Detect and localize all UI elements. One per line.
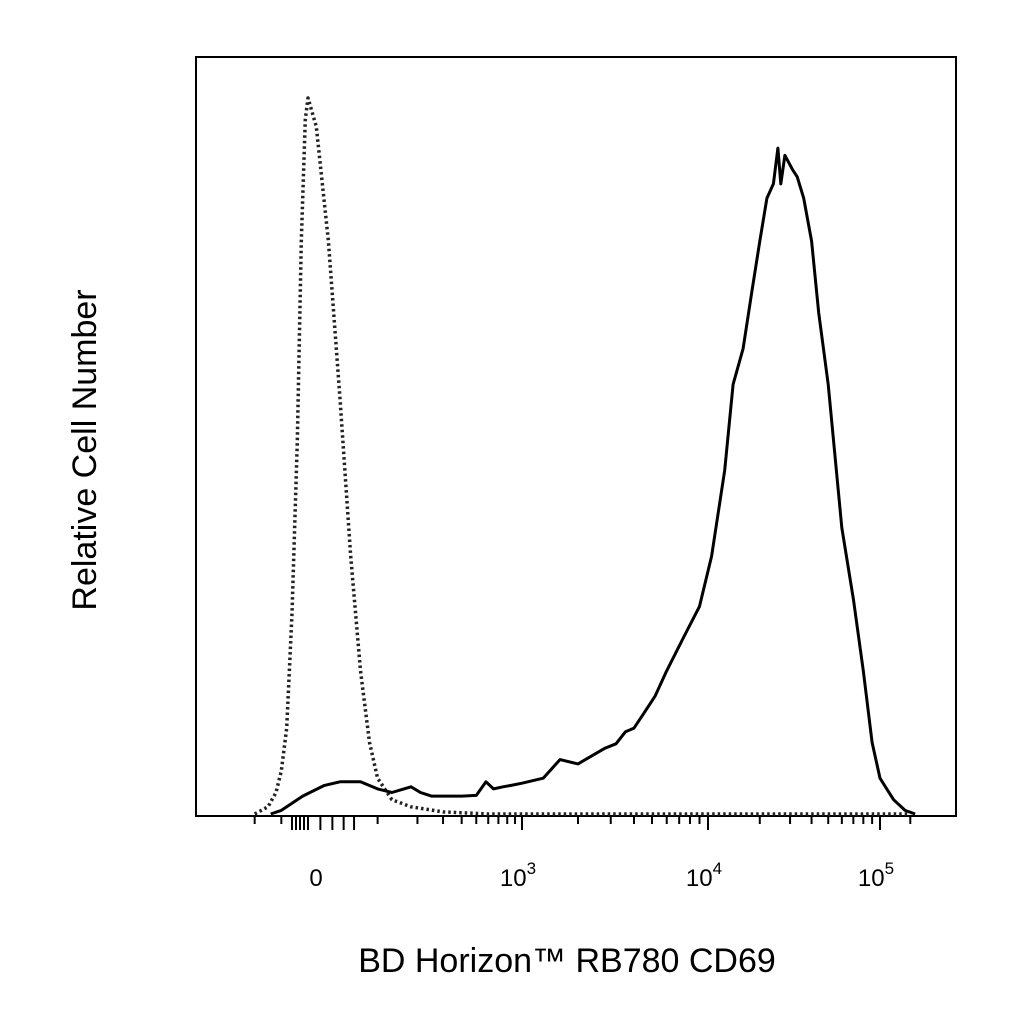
- x-tick-label: 0: [309, 865, 322, 892]
- isotype-control-curve: [253, 96, 911, 816]
- x-axis-label: BD Horizon™ RB780 CD69: [358, 942, 776, 980]
- x-axis-ticks: [253, 816, 912, 830]
- y-axis-label: Relative Cell Number: [66, 289, 104, 610]
- series-layer: [253, 96, 916, 816]
- stained-sample-curve: [270, 146, 916, 816]
- plot-frame: [195, 56, 957, 817]
